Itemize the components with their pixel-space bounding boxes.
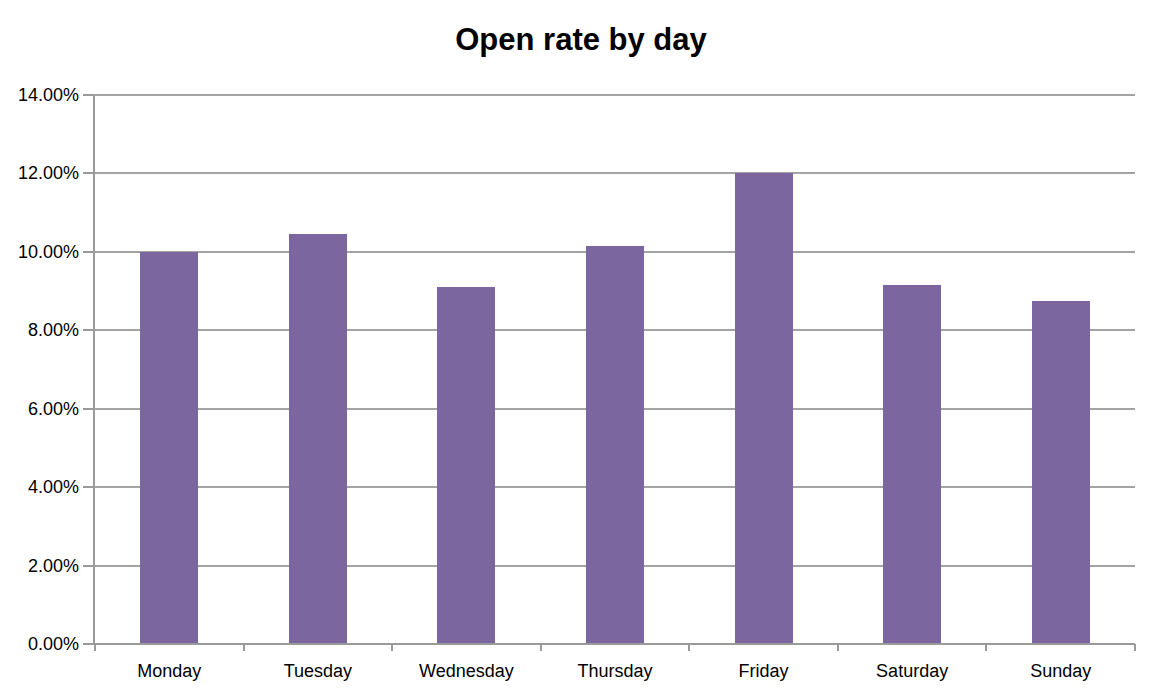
bar-wednesday: [437, 287, 495, 644]
y-axis-line: [93, 94, 95, 645]
y-axis-tick: [83, 329, 93, 331]
x-tick-label-tuesday: Tuesday: [244, 659, 392, 683]
x-axis-tick: [985, 644, 987, 651]
bar-thursday: [586, 246, 644, 644]
bar-saturday: [883, 285, 941, 644]
x-axis-line: [95, 643, 1135, 645]
y-tick-label: 10.00%: [0, 241, 79, 263]
bar-friday: [735, 173, 793, 644]
y-tick-label: 2.00%: [0, 555, 79, 577]
x-tick-label-monday: Monday: [95, 659, 243, 683]
y-axis-tick: [83, 643, 93, 645]
bar-tuesday: [289, 234, 347, 644]
y-axis-tick: [83, 565, 93, 567]
gridline-14pct: [95, 94, 1135, 96]
y-axis-tick: [83, 94, 93, 96]
x-axis-tick: [540, 644, 542, 651]
y-tick-label: 4.00%: [0, 476, 79, 498]
y-tick-label: 14.00%: [0, 84, 79, 106]
x-axis-tick: [1134, 644, 1136, 651]
y-tick-label: 12.00%: [0, 162, 79, 184]
y-tick-label: 6.00%: [0, 398, 79, 420]
x-axis-tick: [837, 644, 839, 651]
y-axis-tick: [83, 251, 93, 253]
gridline-12pct: [95, 172, 1135, 174]
chart-title: Open rate by day: [0, 22, 1162, 58]
x-axis-tick: [391, 644, 393, 651]
x-tick-label-saturday: Saturday: [838, 659, 986, 683]
x-axis-tick: [94, 644, 96, 651]
plot-area: [95, 95, 1135, 644]
x-axis-tick: [688, 644, 690, 651]
y-axis-tick: [83, 172, 93, 174]
x-axis-tick: [243, 644, 245, 651]
x-tick-label-sunday: Sunday: [987, 659, 1135, 683]
bar-monday: [140, 252, 198, 644]
bar-chart: Open rate by day 0.00% 2.00% 4.00% 6.00% 8.0…: [0, 0, 1162, 697]
bar-sunday: [1032, 301, 1090, 644]
x-tick-label-thursday: Thursday: [541, 659, 689, 683]
y-axis-tick: [83, 408, 93, 410]
y-tick-label: 8.00%: [0, 319, 79, 341]
x-tick-label-friday: Friday: [690, 659, 838, 683]
y-axis-tick: [83, 486, 93, 488]
x-tick-label-wednesday: Wednesday: [392, 659, 540, 683]
y-tick-label: 0.00%: [0, 633, 79, 655]
